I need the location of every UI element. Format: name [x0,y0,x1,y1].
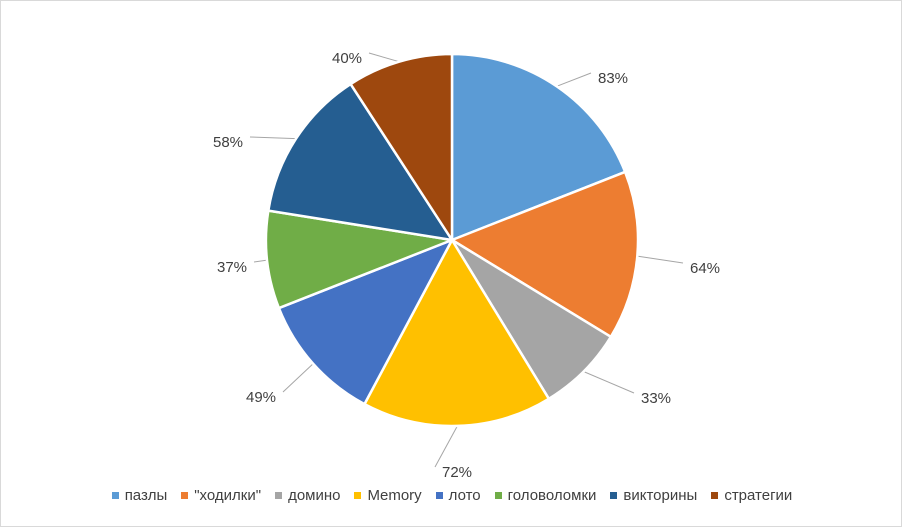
pie-slice-1 [450,170,640,339]
data-label-1: 64% [690,260,720,277]
pie-slice-4 [277,238,454,406]
legend-item-2: домино [275,487,340,504]
legend-swatch-6 [610,492,618,499]
legend-label-1: "ходилки" [194,487,262,504]
legend-swatch-3 [354,492,362,499]
leader-line-6 [249,136,297,140]
leader-line-5 [253,259,268,263]
pie-slice-3 [363,238,551,428]
legend-label-5: головоломки [507,487,597,504]
data-label-0: 83% [598,70,628,87]
legend-swatch-7 [711,492,719,499]
legend-swatch-0 [111,492,119,499]
pie-slice-0 [450,52,627,242]
data-label-3: 72% [442,464,472,481]
legend-label-6: викторины [623,487,698,504]
data-label-4: 49% [246,389,276,406]
legend-item-7: стратегии [711,487,792,504]
legend-item-1: "ходилки" [181,487,261,504]
leader-line-0 [556,72,592,87]
pie-slice-5 [264,209,454,310]
legend-label-3: Memory [367,487,422,504]
data-label-6: 58% [213,134,243,151]
leader-line-1 [637,255,684,264]
legend-item-5: головоломки [494,487,597,504]
data-label-7: 40% [332,50,362,67]
legend-item-4: лото [435,487,481,504]
legend-label-0: пазлы [124,487,168,504]
data-label-5: 37% [217,259,247,276]
legend-label-4: лото [448,487,481,504]
legend-item-6: викторины [610,487,697,504]
data-label-2: 33% [641,390,671,407]
legend-swatch-1 [181,492,189,499]
legend-swatch-5 [494,492,502,499]
legend-swatch-4 [435,492,443,499]
legend-item-0: пазлы [111,487,168,504]
legend: пазлы "ходилки" домино Memory лото головоломк… [1,487,902,504]
legend-label-7: стратегии [724,487,793,504]
leader-line-7 [368,52,400,63]
leader-line-4 [282,363,314,393]
leader-line-2 [583,371,635,394]
pie-slice-7 [349,52,454,242]
legend-swatch-2 [275,492,283,499]
leader-line-3 [434,425,458,468]
legend-item-3: Memory [354,487,422,504]
legend-label-2: домино [288,487,341,504]
pie-slice-6 [267,82,454,242]
